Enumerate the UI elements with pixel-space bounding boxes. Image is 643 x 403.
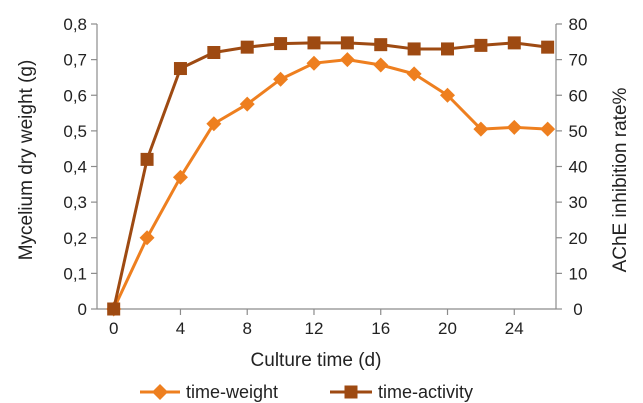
data-point-time-activity (541, 40, 555, 54)
data-point-time-activity (140, 152, 154, 166)
x-axis-title: Culture time (d) (251, 350, 382, 371)
x-tick-label: 0 (109, 319, 118, 338)
legend-item-time-activity: time-activity (330, 382, 473, 402)
data-point-time-weight (540, 121, 556, 137)
data-point-time-activity (107, 302, 121, 316)
data-point-time-activity (507, 36, 521, 50)
data-point-time-weight (506, 119, 522, 135)
data-point-time-weight (406, 66, 422, 82)
x-tick-label: 20 (438, 319, 457, 338)
left-y-tick-label: 0 (78, 300, 87, 319)
x-tick-label: 24 (505, 319, 524, 338)
data-point-time-activity (207, 46, 221, 59)
right-y-tick-label: 80 (569, 15, 588, 34)
data-point-time-weight (440, 87, 456, 103)
data-point-time-weight (239, 96, 255, 112)
data-point-time-activity (474, 38, 488, 52)
right-y-tick-label: 60 (569, 86, 588, 105)
left-y-tick-label: 0,6 (63, 86, 87, 105)
legend-marker-time-activity (344, 385, 358, 399)
right-y-tick-label: 0 (573, 300, 582, 319)
data-point-time-weight (339, 52, 355, 68)
left-y-tick-label: 0,8 (63, 15, 87, 34)
right-y-tick-label: 10 (569, 264, 588, 283)
x-tick-label: 16 (371, 319, 390, 338)
left-y-tick-label: 0,4 (63, 158, 87, 177)
x-tick-label: 4 (176, 319, 185, 338)
data-point-time-activity (307, 36, 321, 50)
right-y-tick-label: 20 (569, 229, 588, 248)
legend-label-time-activity: time-activity (378, 382, 473, 402)
series-line-time-weight (112, 58, 548, 310)
axes (96, 24, 557, 310)
left-y-axis-title: Mycelium dry weight (g) (16, 60, 37, 261)
x-tick-label: 12 (305, 319, 324, 338)
data-point-time-weight (306, 55, 322, 71)
data-point-time-weight (473, 121, 489, 137)
data-point-time-weight (206, 116, 222, 132)
legend-label-time-weight: time-weight (186, 382, 278, 402)
data-point-time-weight (373, 57, 389, 73)
data-point-time-weight (172, 169, 188, 185)
legend: time-weight time-activity (140, 382, 473, 402)
right-y-tick-label: 50 (569, 122, 588, 141)
right-y-axis-title: AChE inhibition rate% (610, 87, 631, 272)
left-y-tick-label: 0,5 (63, 122, 87, 141)
x-tick-label: 8 (242, 319, 251, 338)
legend-marker-time-weight (152, 384, 168, 400)
left-y-tick-label: 0,2 (63, 229, 87, 248)
right-y-tick-label: 30 (569, 193, 588, 212)
data-point-time-activity (441, 42, 455, 56)
legend-item-time-weight: time-weight (140, 382, 278, 402)
data-point-time-activity (173, 62, 187, 76)
left-y-tick-label: 0,1 (63, 264, 87, 283)
ticks: 00,10,20,30,40,50,60,70,8010203040506070… (63, 15, 587, 338)
data-point-time-weight (273, 71, 289, 87)
left-y-tick-label: 0,3 (63, 193, 87, 212)
data-point-time-activity (407, 42, 421, 56)
right-y-tick-label: 70 (569, 51, 588, 70)
series (106, 36, 556, 317)
data-point-time-activity (374, 38, 388, 52)
data-point-time-activity (340, 36, 354, 50)
data-point-time-activity (274, 37, 288, 51)
data-point-time-activity (240, 40, 254, 54)
left-y-tick-label: 0,7 (63, 51, 87, 70)
right-y-tick-label: 40 (569, 158, 588, 177)
data-point-time-weight (139, 230, 155, 246)
